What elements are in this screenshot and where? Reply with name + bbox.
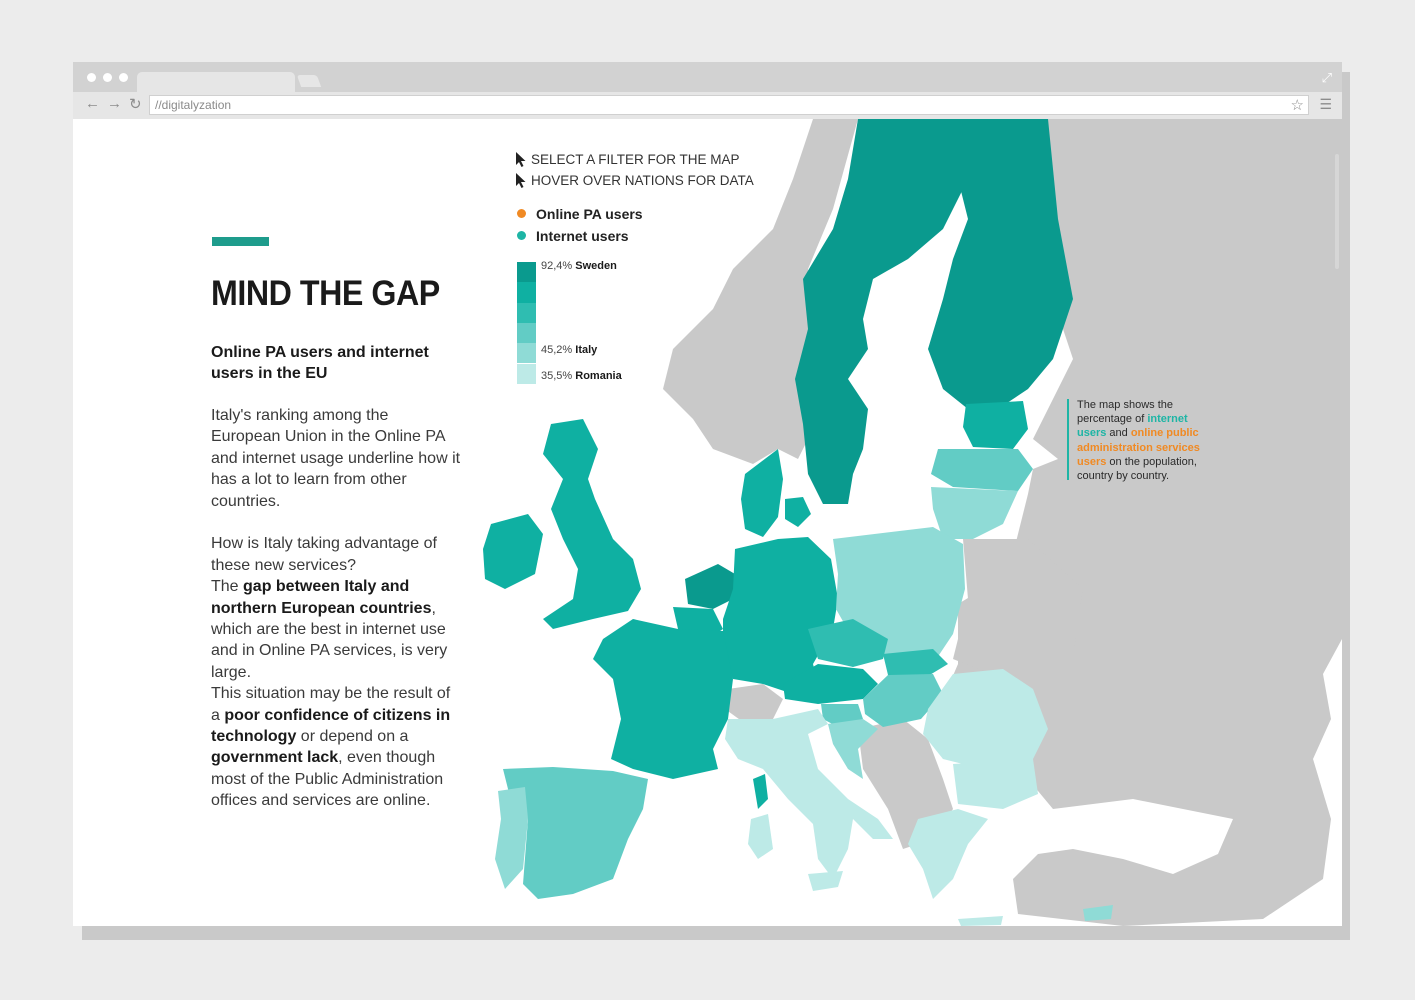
romania[interactable] [923, 669, 1048, 769]
legend-swatch [517, 322, 536, 344]
body-text: Italy's ranking among the European Union… [211, 405, 461, 812]
crete[interactable] [958, 916, 1003, 926]
legend-swatch [517, 302, 536, 323]
spain[interactable] [503, 767, 648, 899]
slovakia[interactable] [883, 649, 948, 679]
lithuania[interactable] [931, 487, 1018, 539]
paragraph-analysis: How is Italy taking advantage of these n… [211, 533, 461, 811]
czech-republic[interactable] [808, 619, 888, 667]
denmark[interactable] [741, 449, 783, 537]
browser-chrome: ⤢ ← → ↻ //digitalyzation ☆ ☰ [73, 62, 1342, 119]
menu-icon[interactable]: ☰ [1319, 96, 1332, 112]
paragraph-segment: poor confidence of citizens in technolog… [211, 706, 451, 746]
greece[interactable] [908, 809, 988, 899]
sardinia[interactable] [748, 814, 773, 859]
paragraph-segment: How is Italy taking advantage of these n… [211, 535, 437, 574]
croatia[interactable] [828, 719, 878, 779]
paragraph-segment: , which are the best in internet use and… [211, 599, 448, 681]
france[interactable] [593, 619, 733, 779]
legend-min-country: Romania [575, 370, 622, 382]
address-bar[interactable]: //digitalyzation ☆ [149, 95, 1309, 115]
info-segment: and [1106, 427, 1131, 440]
info-segment: online public administration services us… [1077, 427, 1200, 468]
paragraph-segment: The [211, 578, 244, 596]
map-hint-hover: HOVER OVER NATIONS FOR DATA [516, 173, 754, 188]
cyprus[interactable] [1083, 905, 1113, 921]
hint-hover-text: HOVER OVER NATIONS FOR DATA [531, 173, 754, 188]
map-info-text: The map shows the percentage of internet… [1077, 398, 1212, 483]
page-subtitle: Online PA users and internet users in th… [211, 344, 429, 382]
legend-swatch [517, 343, 536, 364]
paragraph-segment: gap between Italy and northern European … [211, 578, 432, 617]
window-close-dot[interactable] [87, 73, 96, 82]
legend-mid-country: Italy [575, 344, 598, 356]
belarus-ukraine-land [953, 539, 1083, 679]
hint-filter-text: SELECT A FILTER FOR THE MAP [531, 152, 740, 167]
info-accent-rule [1067, 399, 1069, 480]
legend-max-value: 92,4% [541, 260, 573, 272]
reload-icon[interactable]: ↻ [129, 96, 142, 113]
portugal[interactable] [495, 787, 528, 889]
paragraph-segment: or depend on a [296, 728, 409, 746]
window-maximize-dot[interactable] [119, 73, 128, 82]
legend-mid-value: 45,2% [541, 344, 573, 356]
bookmark-star-icon[interactable]: ☆ [1290, 97, 1304, 114]
new-tab-button[interactable] [296, 75, 322, 87]
estonia[interactable] [963, 401, 1028, 449]
corsica[interactable] [753, 774, 768, 809]
sicily[interactable] [808, 871, 843, 891]
paragraph-intro: Italy's ranking among the European Union… [211, 407, 461, 510]
legend-label-max: 92,4% Sweden [541, 260, 617, 272]
filter-online-pa[interactable]: Online PA users [517, 206, 643, 222]
norway-land [663, 119, 858, 464]
bulgaria[interactable] [953, 759, 1038, 809]
browser-window: ⤢ ← → ↻ //digitalyzation ☆ ☰ [73, 62, 1342, 926]
internet-users-dot-icon [517, 231, 526, 240]
latvia[interactable] [931, 449, 1033, 491]
forward-arrow-icon[interactable]: → [107, 95, 122, 112]
page-scrollbar[interactable] [1335, 154, 1339, 269]
legend-label-min: 35,5% Romania [541, 370, 622, 382]
ireland[interactable] [483, 514, 543, 589]
netherlands[interactable] [685, 564, 735, 609]
cursor-icon [516, 152, 526, 167]
legend-label-mid: 45,2% Italy [541, 344, 597, 356]
legend-swatch [517, 282, 536, 303]
filter-internet-users-label: Internet users [536, 228, 629, 244]
info-segment: on the population, country by country. [1077, 455, 1197, 483]
filter-online-pa-label: Online PA users [536, 206, 643, 222]
paragraph-segment: , even though most of the Public Adminis… [211, 749, 444, 810]
url-text: //digitalyzation [155, 98, 232, 112]
denmark-islands[interactable] [785, 497, 811, 527]
legend-swatch [517, 363, 536, 384]
legend-swatch [517, 262, 536, 283]
paragraph-segment: government lack [211, 749, 339, 767]
hungary[interactable] [863, 674, 943, 727]
austria[interactable] [783, 664, 878, 704]
united-kingdom[interactable] [543, 419, 641, 629]
window-minimize-dot[interactable] [103, 73, 112, 82]
switzerland-land [725, 684, 783, 722]
legend-min-value: 35,5% [541, 370, 573, 382]
fullscreen-icon[interactable]: ⤢ [1321, 70, 1332, 85]
back-arrow-icon[interactable]: ← [85, 95, 100, 112]
sweden[interactable] [795, 119, 963, 504]
cursor-icon [516, 173, 526, 188]
paragraph-segment: This situation may be the result of a [211, 685, 451, 724]
browser-toolbar: ← → ↻ //digitalyzation ☆ ☰ [73, 92, 1342, 119]
map-hint-filter: SELECT A FILTER FOR THE MAP [516, 152, 740, 167]
europe-map [483, 119, 1342, 926]
browser-tab[interactable] [137, 72, 295, 95]
italy[interactable] [725, 709, 893, 879]
title-accent-bar [212, 237, 269, 246]
germany[interactable] [723, 537, 838, 694]
online-pa-dot-icon [517, 209, 526, 218]
filter-internet-users[interactable]: Internet users [517, 228, 629, 244]
finland[interactable] [928, 119, 1073, 409]
info-segment: The map shows the percentage of [1077, 399, 1173, 426]
page-title: MIND THE GAP [211, 274, 440, 313]
legend-max-country: Sweden [575, 260, 617, 272]
info-segment: internet users [1077, 413, 1188, 440]
